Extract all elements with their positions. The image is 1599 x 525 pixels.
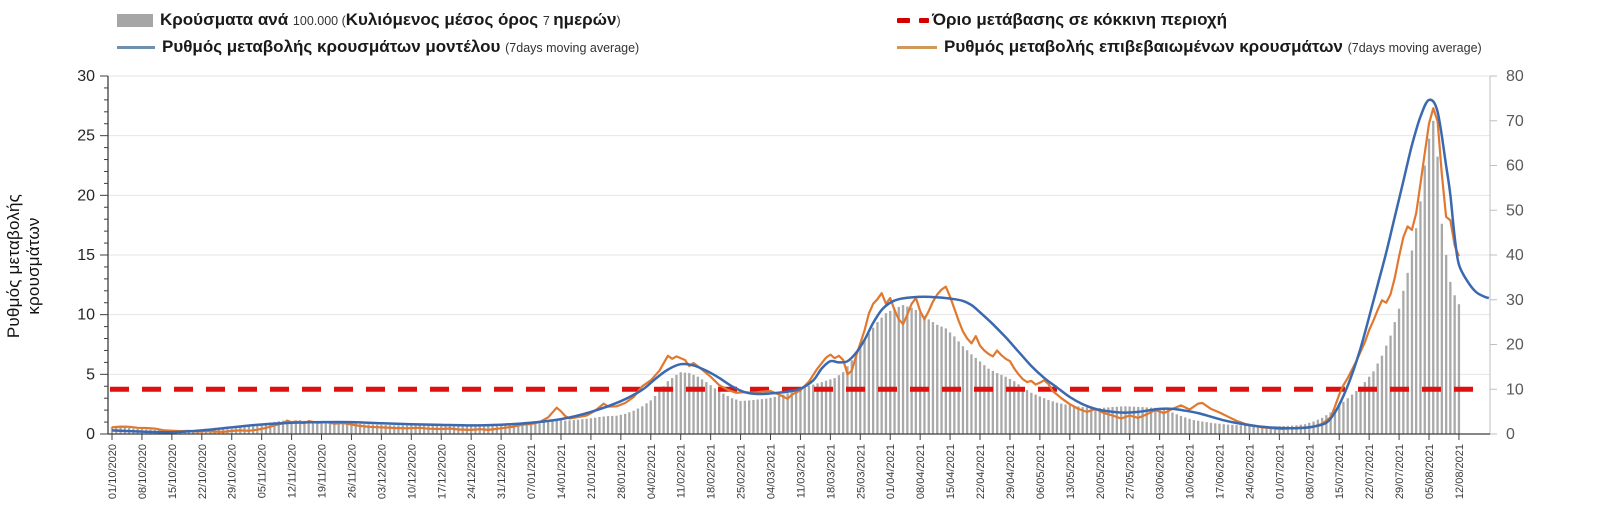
svg-text:03/06/2021: 03/06/2021 bbox=[1155, 444, 1167, 499]
svg-text:5: 5 bbox=[86, 366, 95, 383]
svg-text:14/01/2021: 14/01/2021 bbox=[556, 444, 568, 499]
legend-item-confirmed-rate: Ρυθμός μεταβολής επιβεβαιωμένων κρουσμάτ… bbox=[897, 37, 1482, 57]
svg-text:26/11/2020: 26/11/2020 bbox=[346, 444, 358, 498]
svg-text:08/07/2021: 08/07/2021 bbox=[1304, 444, 1316, 499]
svg-text:29/10/2020: 29/10/2020 bbox=[227, 444, 239, 499]
svg-text:60: 60 bbox=[1506, 158, 1524, 175]
y-axis-left: 0 5 10 15 20 25 30 bbox=[77, 68, 109, 443]
svg-text:04/03/2021: 04/03/2021 bbox=[766, 444, 778, 499]
svg-text:25/03/2021: 25/03/2021 bbox=[855, 444, 867, 499]
y-axis-right: 0 10 20 30 40 50 60 70 80 bbox=[1489, 68, 1524, 443]
svg-text:05/11/2020: 05/11/2020 bbox=[257, 444, 269, 498]
line-swatch-icon bbox=[897, 45, 937, 49]
svg-text:29/04/2021: 29/04/2021 bbox=[1005, 444, 1017, 499]
legend-label-threshold: Όριο μετάβασης σε κόκκινη περιοχή bbox=[932, 10, 1228, 29]
svg-text:18/02/2021: 18/02/2021 bbox=[706, 444, 718, 499]
svg-text:01/04/2021: 01/04/2021 bbox=[885, 444, 897, 499]
svg-text:06/05/2021: 06/05/2021 bbox=[1035, 444, 1047, 499]
svg-text:0: 0 bbox=[1506, 426, 1515, 443]
svg-text:04/02/2021: 04/02/2021 bbox=[646, 444, 658, 499]
gridlines bbox=[108, 75, 1490, 375]
svg-text:29/07/2021: 29/07/2021 bbox=[1394, 444, 1406, 499]
svg-text:70: 70 bbox=[1506, 113, 1524, 130]
svg-text:18/03/2021: 18/03/2021 bbox=[825, 444, 837, 499]
confirmed-rate-line bbox=[111, 107, 1460, 433]
legend-item-cases-bars: Κρούσματα ανά 100.000 (Κυλιόμενος μέσος … bbox=[117, 10, 621, 30]
svg-text:19/11/2020: 19/11/2020 bbox=[317, 444, 329, 498]
svg-text:20/05/2021: 20/05/2021 bbox=[1095, 444, 1107, 499]
svg-text:08/04/2021: 08/04/2021 bbox=[915, 444, 927, 499]
svg-text:10/06/2021: 10/06/2021 bbox=[1185, 444, 1197, 499]
svg-text:22/10/2020: 22/10/2020 bbox=[197, 444, 209, 499]
svg-text:40: 40 bbox=[1506, 247, 1524, 264]
dashed-line-swatch-icon bbox=[897, 17, 929, 23]
svg-text:11/03/2021: 11/03/2021 bbox=[795, 444, 807, 498]
svg-text:24/06/2021: 24/06/2021 bbox=[1244, 444, 1256, 499]
legend-label-confirmed-rate: Ρυθμός μεταβολής επιβεβαιωμένων κρουσμάτ… bbox=[944, 37, 1482, 56]
legend-label-cases-bars: Κρούσματα ανά 100.000 (Κυλιόμενος μέσος … bbox=[160, 10, 621, 29]
svg-text:28/01/2021: 28/01/2021 bbox=[616, 444, 628, 499]
svg-text:10: 10 bbox=[77, 307, 95, 324]
svg-text:03/12/2020: 03/12/2020 bbox=[376, 444, 388, 499]
svg-text:07/01/2021: 07/01/2021 bbox=[526, 444, 538, 499]
bar-swatch-icon bbox=[117, 13, 153, 27]
x-axis: 01/10/2020 08/10/2020 15/10/2020 22/10/2020… bbox=[107, 433, 1490, 499]
svg-text:50: 50 bbox=[1506, 202, 1524, 219]
line-swatch-icon bbox=[117, 45, 155, 49]
svg-text:05/08/2021: 05/08/2021 bbox=[1424, 444, 1436, 499]
svg-text:22/04/2021: 22/04/2021 bbox=[975, 444, 987, 499]
svg-text:12/08/2021: 12/08/2021 bbox=[1454, 444, 1466, 499]
svg-text:13/05/2021: 13/05/2021 bbox=[1065, 444, 1077, 499]
svg-text:27/05/2021: 27/05/2021 bbox=[1125, 444, 1137, 499]
legend-label-model-rate: Ρυθμός μεταβολής κρουσμάτων μοντέλου (7d… bbox=[162, 37, 640, 56]
legend-item-threshold: Όριο μετάβασης σε κόκκινη περιοχή bbox=[897, 10, 1227, 30]
svg-text:25/02/2021: 25/02/2021 bbox=[736, 444, 748, 499]
svg-text:25: 25 bbox=[77, 128, 95, 145]
svg-text:11/02/2021: 11/02/2021 bbox=[676, 444, 688, 498]
svg-text:15/04/2021: 15/04/2021 bbox=[945, 444, 957, 499]
svg-text:15/07/2021: 15/07/2021 bbox=[1334, 444, 1346, 499]
svg-text:80: 80 bbox=[1506, 68, 1524, 85]
svg-text:21/01/2021: 21/01/2021 bbox=[586, 444, 598, 499]
svg-text:22/07/2021: 22/07/2021 bbox=[1364, 444, 1376, 499]
svg-text:0: 0 bbox=[86, 426, 95, 443]
svg-text:20: 20 bbox=[77, 187, 95, 204]
svg-text:15/10/2020: 15/10/2020 bbox=[167, 444, 179, 499]
svg-text:17/06/2021: 17/06/2021 bbox=[1214, 444, 1226, 499]
bars-series-cases-per-100k bbox=[110, 120, 1461, 435]
svg-text:08/10/2020: 08/10/2020 bbox=[137, 444, 149, 499]
svg-text:17/12/2020: 17/12/2020 bbox=[436, 444, 448, 499]
svg-text:31/12/2020: 31/12/2020 bbox=[496, 444, 508, 499]
svg-text:15: 15 bbox=[77, 247, 95, 264]
svg-text:30: 30 bbox=[77, 68, 95, 85]
svg-text:10: 10 bbox=[1506, 381, 1524, 398]
svg-text:24/12/2020: 24/12/2020 bbox=[466, 444, 478, 499]
svg-text:01/07/2021: 01/07/2021 bbox=[1274, 444, 1286, 499]
svg-text:12/11/2020: 12/11/2020 bbox=[287, 444, 299, 498]
svg-text:10/12/2020: 10/12/2020 bbox=[406, 444, 418, 499]
svg-text:01/10/2020: 01/10/2020 bbox=[107, 444, 119, 499]
legend-item-model-rate: Ρυθμός μεταβολής κρουσμάτων μοντέλου (7d… bbox=[117, 37, 639, 57]
svg-text:30: 30 bbox=[1506, 292, 1524, 309]
model-rate-line bbox=[111, 98, 1490, 434]
svg-text:20: 20 bbox=[1506, 337, 1524, 354]
